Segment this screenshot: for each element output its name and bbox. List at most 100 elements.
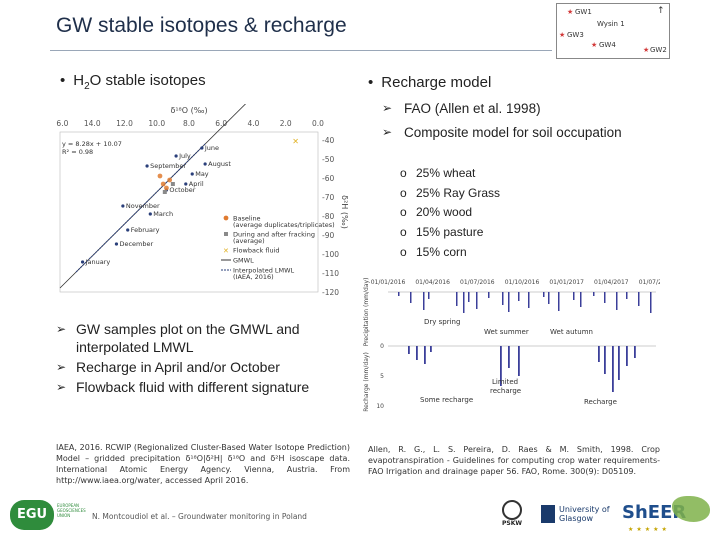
date-tick-label: 01/07/2017: [639, 279, 660, 286]
lmwl-month-point: [121, 204, 125, 208]
precip-bar: [593, 292, 595, 296]
recharge-bar: [500, 346, 502, 386]
pskw-emblem-icon: [502, 500, 522, 520]
glasgow-crest-icon: [541, 505, 555, 523]
recharge-point-composite: ➢ Composite model for soil occupation: [382, 125, 622, 140]
baseline-point: [157, 173, 163, 179]
y-tick-label: -110: [322, 269, 339, 278]
precip-bar: [468, 292, 470, 302]
lmwl-month-point: [200, 146, 204, 150]
month-label: December: [119, 240, 153, 248]
baseline-point: [167, 177, 173, 183]
recharge-bar: [598, 346, 600, 362]
recharge-bar: [430, 346, 432, 352]
y-tick-label: -90: [322, 231, 334, 240]
baseline-point: [160, 181, 166, 187]
crop-item: o 20% wood: [400, 205, 473, 219]
recharge-bullet: • Recharge model: [368, 74, 492, 91]
y-tick-label: -70: [322, 193, 334, 202]
recharge-point-fao: ➢ FAO (Allen et al. 1998): [382, 101, 541, 116]
legend-entry: During and after fracking: [233, 231, 315, 239]
legend-fracking-marker: [224, 232, 228, 236]
fracking-point: [162, 190, 167, 194]
precip-bar: [423, 292, 425, 310]
precip-bar: [626, 292, 628, 299]
lmwl-month-point: [148, 212, 152, 216]
baseline-point: [164, 185, 169, 191]
crop-item: o 25% wheat: [400, 166, 476, 180]
recharge-bar-chart: 01/01/2016 01/04/2016 01/07/2016 01/10/2016…: [363, 278, 660, 412]
recharge-tick-label: 0: [380, 343, 384, 350]
precip-bar: [518, 292, 520, 301]
crop-item: o 15% corn: [400, 245, 467, 259]
precip-bar: [456, 292, 458, 306]
precip-bar: [528, 292, 530, 308]
precip-bar: [604, 292, 606, 303]
footer-citation: N. Montcoudiol et al. – Groundwater moni…: [92, 512, 307, 521]
x-tick-label: 10.0: [148, 119, 165, 128]
recharge-bar: [618, 346, 620, 380]
x-tick-label: 2.0: [280, 119, 292, 128]
x-tick-label: 6.0: [215, 119, 227, 128]
x-tick-label: 12.0: [116, 119, 133, 128]
lmwl-month-point: [174, 154, 178, 158]
legend-entry: GMWL: [233, 257, 254, 265]
map-label-gw3: GW3: [567, 31, 584, 39]
date-tick-label: 01/01/2017: [549, 279, 584, 286]
month-label: July: [178, 152, 191, 160]
month-label: February: [131, 226, 160, 234]
reference-allen: Allen, R. G., L. S. Pereira, D. Raes & M…: [368, 445, 660, 476]
slide-title: GW stable isotopes & recharge: [56, 14, 347, 37]
y-axis-label: δ²H (‰): [340, 195, 349, 229]
arrow-bullet-icon: ➢: [56, 380, 67, 394]
legend-flowback-marker: ✕: [223, 247, 229, 255]
legend-entry: Baseline: [233, 215, 261, 223]
date-tick-label: 01/04/2017: [594, 279, 629, 286]
arrow-bullet-icon: ➢: [56, 360, 67, 374]
arrow-bullet-icon: ➢: [382, 101, 393, 115]
x-tick-label: 14.0: [84, 119, 101, 128]
flowback-point: ✕: [292, 137, 299, 146]
recharge-bar: [612, 346, 614, 392]
reference-iaea: IAEA, 2016. RCWIP (Regionalized Cluster-…: [56, 443, 350, 485]
precip-bar: [580, 292, 582, 307]
recharge-bar: [508, 346, 510, 368]
date-tick-label: 01/10/2016: [505, 279, 540, 286]
recharge-bar: [634, 346, 636, 358]
legend-entry: Flowback fluid: [233, 247, 280, 255]
y-tick-label: -80: [322, 212, 334, 221]
lmwl-month-point: [184, 182, 188, 186]
lmwl-line: [75, 143, 206, 273]
north-arrow-icon: ↑: [657, 6, 665, 16]
isotopes-bullet: • H2O stable isotopes: [60, 72, 206, 92]
precip-bar: [548, 292, 550, 304]
map-star-icon: ★: [643, 46, 650, 54]
regression-r2: R² = 0.98: [62, 148, 93, 156]
precip-bar: [398, 292, 400, 296]
date-tick-label: 01/01/2016: [371, 279, 406, 286]
x-tick-label: 16.0: [56, 119, 69, 128]
y-tick-label: -40: [322, 136, 334, 145]
month-label: September: [150, 162, 186, 170]
x-axis-label: δ¹⁸O (‰): [170, 106, 207, 115]
recharge-bar: [518, 346, 520, 376]
precip-bar: [508, 292, 510, 312]
precip-axis-label: Precipitation (mm/day): [363, 278, 370, 347]
x-tick-label: 0.0: [312, 119, 324, 128]
location-minimap: ★ GW1 Wysin 1 ★ GW3 ★ GW4 ★ GW2 ↑: [556, 3, 670, 59]
map-star-icon: ★: [559, 31, 566, 39]
eu-stars-icon: ★★★★★: [628, 526, 670, 533]
finding-item: ➢ GW samples plot on the GMWL and interpo…: [56, 321, 300, 355]
precip-bar: [543, 292, 545, 297]
month-label: June: [204, 144, 219, 152]
map-star-icon: ★: [591, 41, 598, 49]
legend-entry-cont: (average): [233, 237, 265, 245]
crop-item: o 15% pasture: [400, 225, 484, 239]
month-label: August: [208, 160, 231, 168]
chart-annotation: Recharge: [584, 398, 617, 406]
europe-map-icon: [672, 496, 710, 522]
legend-entry-cont: (IAEA, 2016): [233, 273, 274, 281]
isotope-findings-list: ➢ GW samples plot on the GMWL and interpo…: [56, 320, 356, 398]
map-label-wysin: Wysin 1: [597, 20, 625, 28]
month-label: October: [169, 186, 195, 194]
